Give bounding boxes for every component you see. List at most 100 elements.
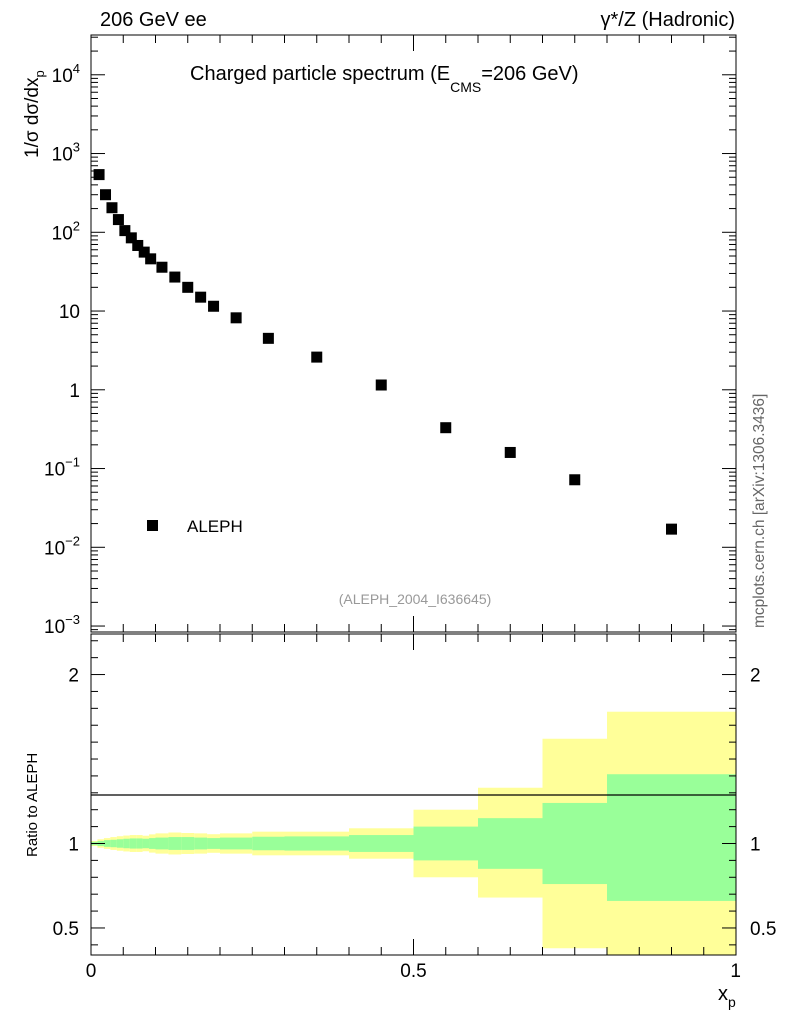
main-y-axis-label-text: 1/σ dσ/dx: [22, 77, 43, 158]
main-y-tick-label-base: 10: [52, 66, 73, 87]
ratio-stat-uncertainty-band: [116, 839, 124, 848]
main-y-axis-label: 1/σ dσ/dxp: [22, 70, 47, 158]
ratio-tick-marks: [90, 634, 737, 955]
ratio-panel: 0.5 0.5 1 1 2 2 0 0.5 1 Ratio to ALEPH xp: [24, 633, 777, 1010]
main-y-tick-label: 104: [52, 61, 80, 87]
ratio-stat-uncertainty-band: [123, 838, 130, 849]
data-point-aleph: [230, 312, 242, 324]
data-point-aleph: [132, 239, 144, 251]
main-y-tick-label-base: 10: [44, 617, 65, 638]
analysis-id-label: (ALEPH_2004_I636645): [339, 591, 492, 607]
ratio-x-tick-label: 0.5: [400, 961, 426, 982]
ratio-stat-uncertainty-band: [168, 837, 182, 850]
ratio-stat-uncertainty-band: [349, 835, 414, 852]
ratio-x-axis-label-text: x: [718, 983, 728, 1005]
ratio-uncertainty-bands: [91, 711, 736, 955]
ratio-stat-uncertainty-band: [110, 839, 117, 848]
main-y-tick-label: 103: [52, 140, 80, 166]
main-y-tick-label: 1: [69, 381, 80, 402]
ratio-y-tick-label-right: 0.5: [750, 919, 776, 940]
main-y-tick-label: 10: [59, 302, 80, 323]
data-point-aleph: [504, 446, 516, 458]
data-point-aleph: [195, 291, 207, 303]
data-point-aleph: [208, 300, 220, 312]
ratio-stat-uncertainty-band: [149, 838, 156, 849]
ratio-x-axis-label: xp: [718, 983, 736, 1010]
header-left-label: 206 GeV ee: [100, 9, 207, 31]
ratio-stat-uncertainty-band: [155, 837, 169, 850]
ratio-y-tick-label-left: 2: [68, 666, 79, 687]
main-y-tick-label: 102: [52, 218, 80, 244]
ratio-stat-uncertainty-band: [142, 838, 150, 849]
main-y-tick-label-exponent: −1: [65, 455, 80, 470]
ratio-y-tick-label-right: 1: [750, 834, 761, 855]
main-y-tick-label-exponent: −3: [65, 612, 80, 627]
ratio-stat-uncertainty-band: [542, 802, 607, 885]
data-point-aleph: [106, 202, 118, 214]
side-credit-label: mcplots.cern.ch [arXiv:1306.3436]: [751, 394, 768, 628]
main-title-subscript: CMS: [450, 79, 481, 95]
main-y-tick-label: 10−2: [44, 533, 80, 559]
header-right-label: γ*/Z (Hadronic): [601, 9, 735, 31]
main-y-tick-label-exponent: 2: [73, 218, 80, 233]
ratio-x-tick-label: 0: [86, 961, 97, 982]
data-point-aleph: [112, 214, 124, 226]
data-point-aleph: [440, 422, 452, 434]
main-y-tick-label-base: 10: [52, 145, 73, 166]
data-point-aleph: [145, 253, 157, 265]
ratio-stat-uncertainty-band: [194, 837, 208, 850]
ratio-stat-uncertainty-band: [220, 837, 253, 850]
data-point-aleph: [182, 281, 194, 293]
main-title-main: Charged particle spectrum (E: [190, 63, 450, 85]
data-point-aleph: [569, 474, 581, 486]
main-y-tick-label-exponent: −2: [65, 533, 80, 548]
main-y-tick-label-base: 10: [44, 460, 65, 481]
ratio-stat-uncertainty-band: [607, 774, 736, 901]
main-y-tick-label-base: 1: [69, 381, 80, 402]
data-point-aleph: [100, 189, 112, 201]
ratio-tick-labels: 0.5 0.5 1 1 2 2 0 0.5 1: [53, 666, 777, 982]
main-y-tick-label-base: 10: [59, 302, 80, 323]
main-plot-frame: [90, 34, 737, 633]
data-point-aleph: [375, 379, 387, 391]
legend-label-aleph: ALEPH: [187, 517, 243, 536]
ratio-stat-uncertainty-band: [136, 838, 143, 849]
main-y-tick-label: 10−1: [44, 455, 80, 481]
data-point-aleph: [169, 271, 181, 283]
legend-marker-square: [147, 520, 158, 531]
ratio-stat-uncertainty-band: [129, 838, 137, 849]
legend: ALEPH: [147, 517, 243, 536]
data-point-aleph: [311, 351, 323, 363]
ratio-stat-uncertainty-band: [252, 836, 285, 851]
main-y-tick-label-exponent: 4: [73, 61, 80, 76]
main-title-tail: =206 GeV): [481, 63, 578, 85]
main-y-tick-label-base: 10: [44, 538, 65, 559]
data-point-aleph: [119, 225, 131, 237]
ratio-stat-uncertainty-band: [284, 836, 349, 851]
data-point-aleph: [138, 246, 150, 258]
ratio-x-axis-label-subscript: p: [728, 994, 736, 1010]
ratio-y-tick-label-left: 1: [68, 834, 79, 855]
ratio-y-axis-label: Ratio to ALEPH: [24, 753, 41, 857]
ratio-y-tick-label-left: 0.5: [53, 919, 79, 940]
main-tick-marks: [90, 35, 737, 632]
ratio-x-tick-label: 1: [730, 961, 741, 982]
main-y-tick-label: 10−3: [44, 612, 80, 638]
ratio-plot-frame: [90, 633, 737, 956]
data-point-aleph: [262, 332, 274, 344]
main-y-tick-label-base: 10: [52, 223, 73, 244]
main-title: Charged particle spectrum (ECMS=206 GeV): [190, 63, 579, 95]
data-point-aleph: [93, 169, 105, 181]
main-data-points: [93, 169, 677, 535]
main-y-axis-label-subscript: p: [32, 70, 47, 77]
data-point-aleph: [156, 261, 168, 273]
ratio-y-tick-label-right: 2: [750, 666, 761, 687]
ratio-stat-uncertainty-band: [478, 818, 543, 869]
ratio-stat-uncertainty-band: [103, 840, 111, 847]
data-point-aleph: [666, 523, 677, 535]
ratio-stat-uncertainty-band: [413, 826, 478, 861]
main-y-tick-label-exponent: 3: [73, 140, 80, 155]
